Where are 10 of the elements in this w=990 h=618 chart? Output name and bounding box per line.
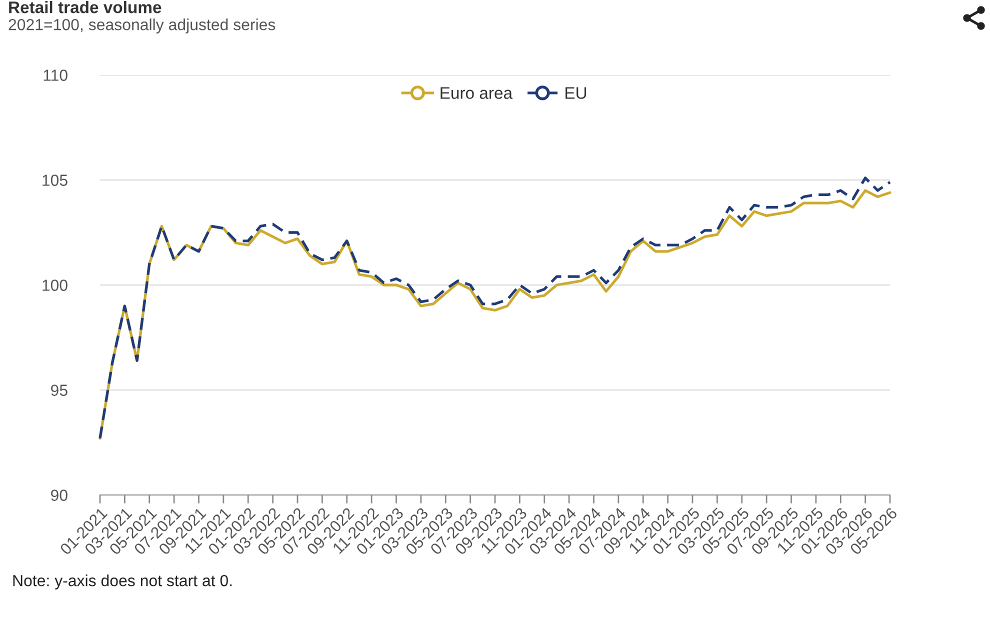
text: Note: y-axis does not start at 0. [13,574,232,590]
y-tick-label: 100 [42,280,68,291]
legend-label: EU [566,87,586,99]
y-tick-label: 95 [51,384,68,396]
chart-subtitle: 2021=100, seasonally adjusted series [8,18,276,34]
legend-label: Euro area [440,87,513,99]
y-tick-label: 105 [42,174,68,186]
chart-title: Retail trade volume [9,1,162,14]
y-tick-label: 110 [44,70,68,81]
y-tick-label: 90 [51,490,68,501]
